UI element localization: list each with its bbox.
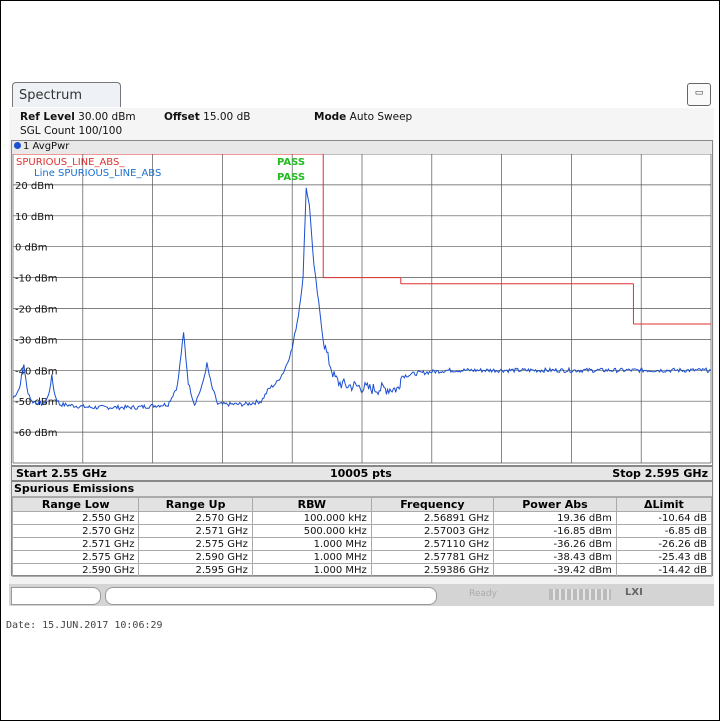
menu-icon[interactable]: ▭ (687, 83, 711, 106)
status-field-left[interactable] (11, 587, 101, 605)
table-cell: 2.570 GHz (138, 511, 253, 525)
table-cell: -26.26 dB (615, 537, 713, 551)
table-row[interactable]: 2.571 GHz 2.575 GHz 1.000 MHz 2.57110 GHz -3… (11, 537, 713, 551)
table-header-row: Range Low Range Up RBW Frequency Power Abs ΔL… (11, 497, 713, 512)
chart-grid (12, 154, 712, 464)
column-header: ΔLimit (615, 497, 713, 512)
lxi-logo: LXI (625, 587, 643, 598)
table-cell: -6.85 dB (615, 524, 713, 538)
table-body: 2.550 GHz 2.570 GHz 100.000 kHz 2.56891 GHz… (11, 511, 713, 577)
table-cell: 2.570 GHz (11, 524, 140, 538)
limit-lines (13, 154, 711, 325)
table-cell: -39.42 dBm (493, 563, 617, 577)
table-row[interactable]: 2.570 GHz 2.571 GHz 500.000 kHz 2.57003 GHz… (11, 524, 713, 538)
table-cell: 2.590 GHz (138, 550, 253, 564)
measurement-header: Ref Level 30.00 dBm Offset 15.00 dB Mode… (9, 108, 714, 144)
status-message-field[interactable] (105, 587, 437, 605)
limit-label-2: Line SPURIOUS_LINE_ABS (34, 168, 161, 179)
chart-canvas[interactable]: 20 dBm 10 dBm 0 dBm -10 dBm -20 dBm -30 dBm -4… (12, 154, 712, 465)
table-cell: 2.575 GHz (138, 537, 253, 551)
table-cell: 100.000 kHz (251, 511, 372, 525)
table-cell: 2.575 GHz (11, 550, 140, 564)
table-cell: 2.571 GHz (138, 524, 253, 538)
y-tick-label: -20 dBm (15, 305, 57, 316)
table-row[interactable]: 2.590 GHz 2.595 GHz 1.000 MHz 2.59386 GHz -3… (11, 563, 713, 577)
table-cell: -10.64 dB (615, 511, 713, 525)
table-cell: 1.000 MHz (251, 550, 372, 564)
table-row[interactable]: 2.550 GHz 2.570 GHz 100.000 kHz 2.56891 GHz… (11, 511, 713, 525)
table-cell: 1.000 MHz (251, 563, 372, 577)
limit-label-1: SPURIOUS_LINE_ABS_ (16, 157, 125, 168)
mode-label: Mode (314, 111, 347, 123)
stop-frequency: Stop 2.595 GHz (612, 467, 708, 480)
table-cell: -16.85 dBm (493, 524, 617, 538)
column-header: Range Up (138, 497, 253, 512)
table-cell: 2.550 GHz (11, 511, 140, 525)
table-cell: 500.000 kHz (251, 524, 372, 538)
spurious-emissions-table: Spurious Emissions Range Low Range Up RBW F… (11, 481, 713, 577)
sgl-count: SGL Count 100/100 (20, 125, 123, 137)
table-cell: -14.42 dB (615, 563, 713, 577)
limit-status-2: PASS (277, 172, 305, 183)
ref-level-value: 30.00 dBm (78, 111, 136, 123)
table-cell: 2.595 GHz (138, 563, 253, 577)
table-cell: 19.36 dBm (493, 511, 617, 525)
table-row[interactable]: 2.575 GHz 2.590 GHz 1.000 MHz 2.57781 GHz -3… (11, 550, 713, 564)
status-bar: Ready LXI (9, 584, 714, 606)
offset-value: 15.00 dB (203, 111, 251, 123)
y-tick-label: -40 dBm (15, 366, 57, 377)
timestamp: Date: 15.JUN.2017 10:06:29 (6, 620, 163, 631)
y-tick-label: -10 dBm (15, 274, 57, 285)
series-line-trace1 (12, 187, 712, 411)
ready-indicator: Ready (469, 589, 497, 599)
table-cell: 2.57781 GHz (370, 550, 495, 564)
table-cell: 2.590 GHz (11, 563, 140, 577)
table-cell: 2.57110 GHz (370, 537, 495, 551)
column-header: Power Abs (493, 497, 617, 512)
table-cell: 2.57003 GHz (370, 524, 495, 538)
start-frequency: Start 2.55 GHz (16, 467, 107, 480)
tab-bar: Spectrum ▭ (9, 81, 714, 108)
table-cell: -36.26 dBm (493, 537, 617, 551)
sweep-points: 10005 pts (330, 467, 392, 480)
progress-bar (549, 589, 611, 600)
column-header: RBW (251, 497, 372, 512)
column-header: Frequency (370, 497, 495, 512)
table-cell: 2.59386 GHz (370, 563, 495, 577)
offset-label: Offset (164, 111, 200, 123)
column-header: Range Low (11, 497, 140, 512)
y-tick-label: 0 dBm (15, 243, 48, 254)
y-tick-label: -30 dBm (15, 335, 57, 346)
tab-spectrum[interactable]: Spectrum (12, 82, 121, 107)
mode-value: Auto Sweep (349, 111, 413, 123)
limit-status-1: PASS (277, 157, 305, 168)
spurious-title: Spurious Emissions (12, 482, 712, 497)
table-cell: -38.43 dBm (493, 550, 617, 564)
table-cell: 2.56891 GHz (370, 511, 495, 525)
y-tick-label: -60 dBm (15, 428, 57, 439)
spectrum-plot: 1 AvgPwr 20 dBm 10 dBm 0 dBm -10 dBm -20 dBm… (11, 140, 713, 466)
x-axis-footer: Start 2.55 GHz 10005 pts Stop 2.595 GHz (11, 466, 713, 481)
trace-label: 1 AvgPwr (12, 141, 712, 154)
table-cell: 2.571 GHz (11, 537, 140, 551)
table-cell: 1.000 MHz (251, 537, 372, 551)
table-cell: -25.43 dB (615, 550, 713, 564)
instrument-window: Spectrum ▭ Ref Level 30.00 dBm Offset 15… (9, 81, 714, 606)
y-tick-label: 20 dBm (15, 181, 54, 192)
ref-level-label: Ref Level (20, 111, 75, 123)
y-tick-labels: 20 dBm 10 dBm 0 dBm -10 dBm -20 dBm -30 dBm -4… (15, 181, 57, 439)
y-tick-label: 10 dBm (15, 212, 54, 223)
trace-dot-icon (14, 142, 21, 149)
